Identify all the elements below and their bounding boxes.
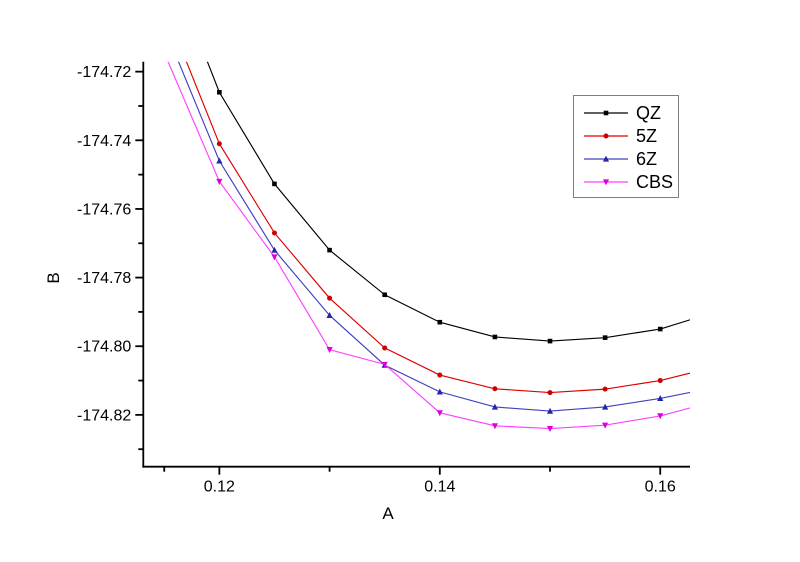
legend-label-cbs: CBS — [636, 171, 674, 192]
legend-label-qz: QZ — [636, 102, 661, 123]
legend-item-qz: QZ — [574, 101, 678, 124]
x-tick-label: 0.16 — [645, 479, 676, 496]
series-cbs — [167, 61, 691, 433]
legend-sample-5z — [584, 133, 628, 138]
legend-item-5z: 5Z — [574, 124, 678, 147]
y-axis-title: B — [44, 272, 63, 283]
x-tick-label: 0.12 — [204, 479, 235, 496]
y-tick-label: -174.80 — [77, 339, 131, 356]
y-tick-label: -174.72 — [77, 64, 131, 81]
legend-sample-qz — [584, 110, 628, 115]
series-qz — [206, 61, 691, 344]
y-tick-label: -174.74 — [77, 133, 131, 150]
y-tick-label: -174.78 — [77, 270, 131, 287]
y-tick-label: -174.76 — [77, 201, 131, 218]
legend: QZ 5Z 6Z CBS — [573, 95, 679, 198]
series-6z — [177, 61, 691, 414]
x-tick-label: 0.14 — [424, 479, 455, 496]
legend-sample-6z — [584, 155, 628, 162]
legend-item-cbs: CBS — [574, 170, 678, 193]
legend-item-6z: 6Z — [574, 147, 678, 170]
axes: 0.12 0.14 0.16 -174.72 -174.74 -174.76 -174.78… — [77, 61, 690, 496]
series-lines — [167, 61, 691, 433]
y-tick-label: -174.82 — [77, 407, 131, 424]
legend-label-6z: 6Z — [636, 148, 658, 169]
legend-label-5z: 5Z — [636, 125, 658, 146]
x-axis-title: A — [382, 504, 394, 523]
legend-sample-cbs — [584, 178, 628, 185]
series-5z — [185, 61, 691, 396]
